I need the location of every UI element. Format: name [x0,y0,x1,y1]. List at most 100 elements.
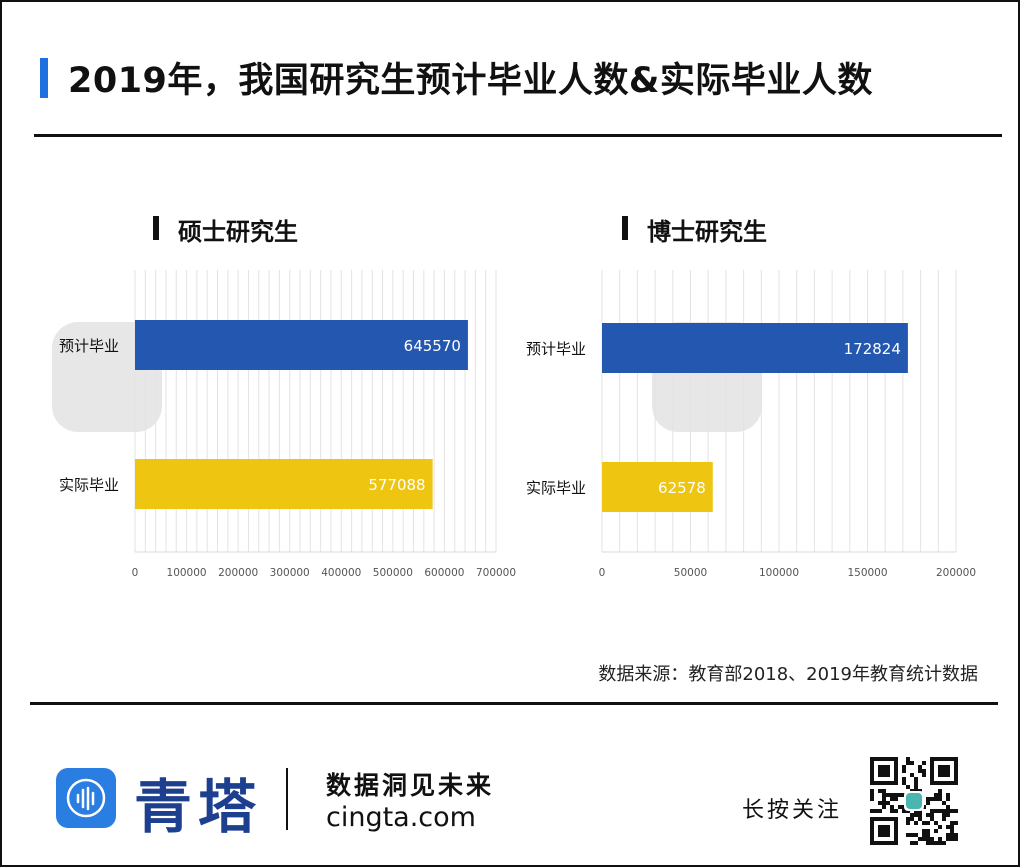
qr-module [886,793,890,797]
master-value-label: 645570 [404,337,461,355]
qr-module [890,805,894,809]
footer-divider [30,702,998,705]
qr-module [914,841,918,845]
master-tick-label: 600000 [424,567,464,579]
qr-module [926,821,930,825]
qr-module [926,829,930,833]
qr-module [930,813,934,817]
qr-module [918,817,922,821]
qr-module [942,841,946,845]
qr-module [954,809,958,813]
qr-module [946,813,950,817]
qr-module [878,801,882,805]
qr-module [942,801,946,805]
qr-module [906,833,910,837]
qr-module [910,773,914,777]
master-category-label: 预计毕业 [59,337,119,355]
qr-module [930,817,934,821]
qr-module [934,841,938,845]
qr-module [922,821,926,825]
chart1-title-bar [153,216,159,240]
qr-module [950,829,954,833]
qr-module [950,825,954,829]
qr-module [950,821,954,825]
qr-module [898,805,902,809]
qr-module [874,809,878,813]
qr-module [926,801,930,805]
brand-domain[interactable]: cingta.com [326,802,476,833]
qr-module [918,769,922,773]
qr-module [882,797,886,801]
qr-module [922,761,926,765]
qr-module [954,837,958,841]
doctor-tick-label: 150000 [847,567,887,579]
qr-module [934,793,938,797]
qr-module [922,829,926,833]
brand-slogan: 数据洞见未来 [326,771,495,800]
doctor-value-label: 62578 [658,479,706,497]
qr-module [934,797,938,801]
title-accent-bar [40,58,48,98]
qr-module [902,781,906,785]
qr-module [914,781,918,785]
qr-module [954,821,958,825]
qr-module [934,821,938,825]
follow-prompt: 长按关注 [742,798,843,823]
qr-module [930,797,934,801]
footer-separator [286,768,288,830]
qr-module [886,801,890,805]
qr-module [938,841,942,845]
master-tick-label: 500000 [373,567,413,579]
qr-module [902,765,906,769]
qr-module [906,785,910,789]
qr-module [950,837,954,841]
qr-module [882,793,886,797]
qr-module [870,797,874,801]
master-category-label: 实际毕业 [59,476,119,494]
qr-module [946,833,950,837]
qr-module [938,825,942,829]
qr-module [910,761,914,765]
qr-module [950,833,954,837]
qr-module [894,809,898,813]
doctor-value-label: 172824 [844,340,901,358]
master-tick-label: 300000 [270,567,310,579]
qr-module [910,817,914,821]
qr-module [906,761,910,765]
qr-module [914,785,918,789]
qr-module [906,757,910,761]
doctor-bar-actual [602,462,713,512]
master-tick-label: 0 [132,567,139,579]
qr-module [938,789,942,793]
chart2-title-bar [622,216,628,240]
doctor-tick-label: 100000 [759,567,799,579]
qr-module [882,805,886,809]
qr-module [938,837,942,841]
qr-module [890,793,894,797]
qr-code-icon[interactable] [870,757,958,845]
qr-module [922,833,926,837]
qr-module [870,789,874,793]
qr-center-logo [906,793,922,809]
qr-module [926,841,930,845]
doctor-category-label: 实际毕业 [526,479,586,497]
qr-module [926,833,930,837]
qr-module [910,841,914,845]
qr-module [902,769,906,773]
qr-module [946,837,950,841]
qr-module [938,797,942,801]
qr-module [890,809,894,813]
qr-module [926,837,930,841]
qr-module [942,809,946,813]
brand-name: 青塔 [134,773,263,841]
qr-module [914,833,918,837]
qr-module [922,837,926,841]
qr-module [870,793,874,797]
master-bar-expected [135,320,468,370]
qr-module [906,821,910,825]
qr-module [882,789,886,793]
qr-finder-core [938,765,950,777]
qr-module [890,797,894,801]
